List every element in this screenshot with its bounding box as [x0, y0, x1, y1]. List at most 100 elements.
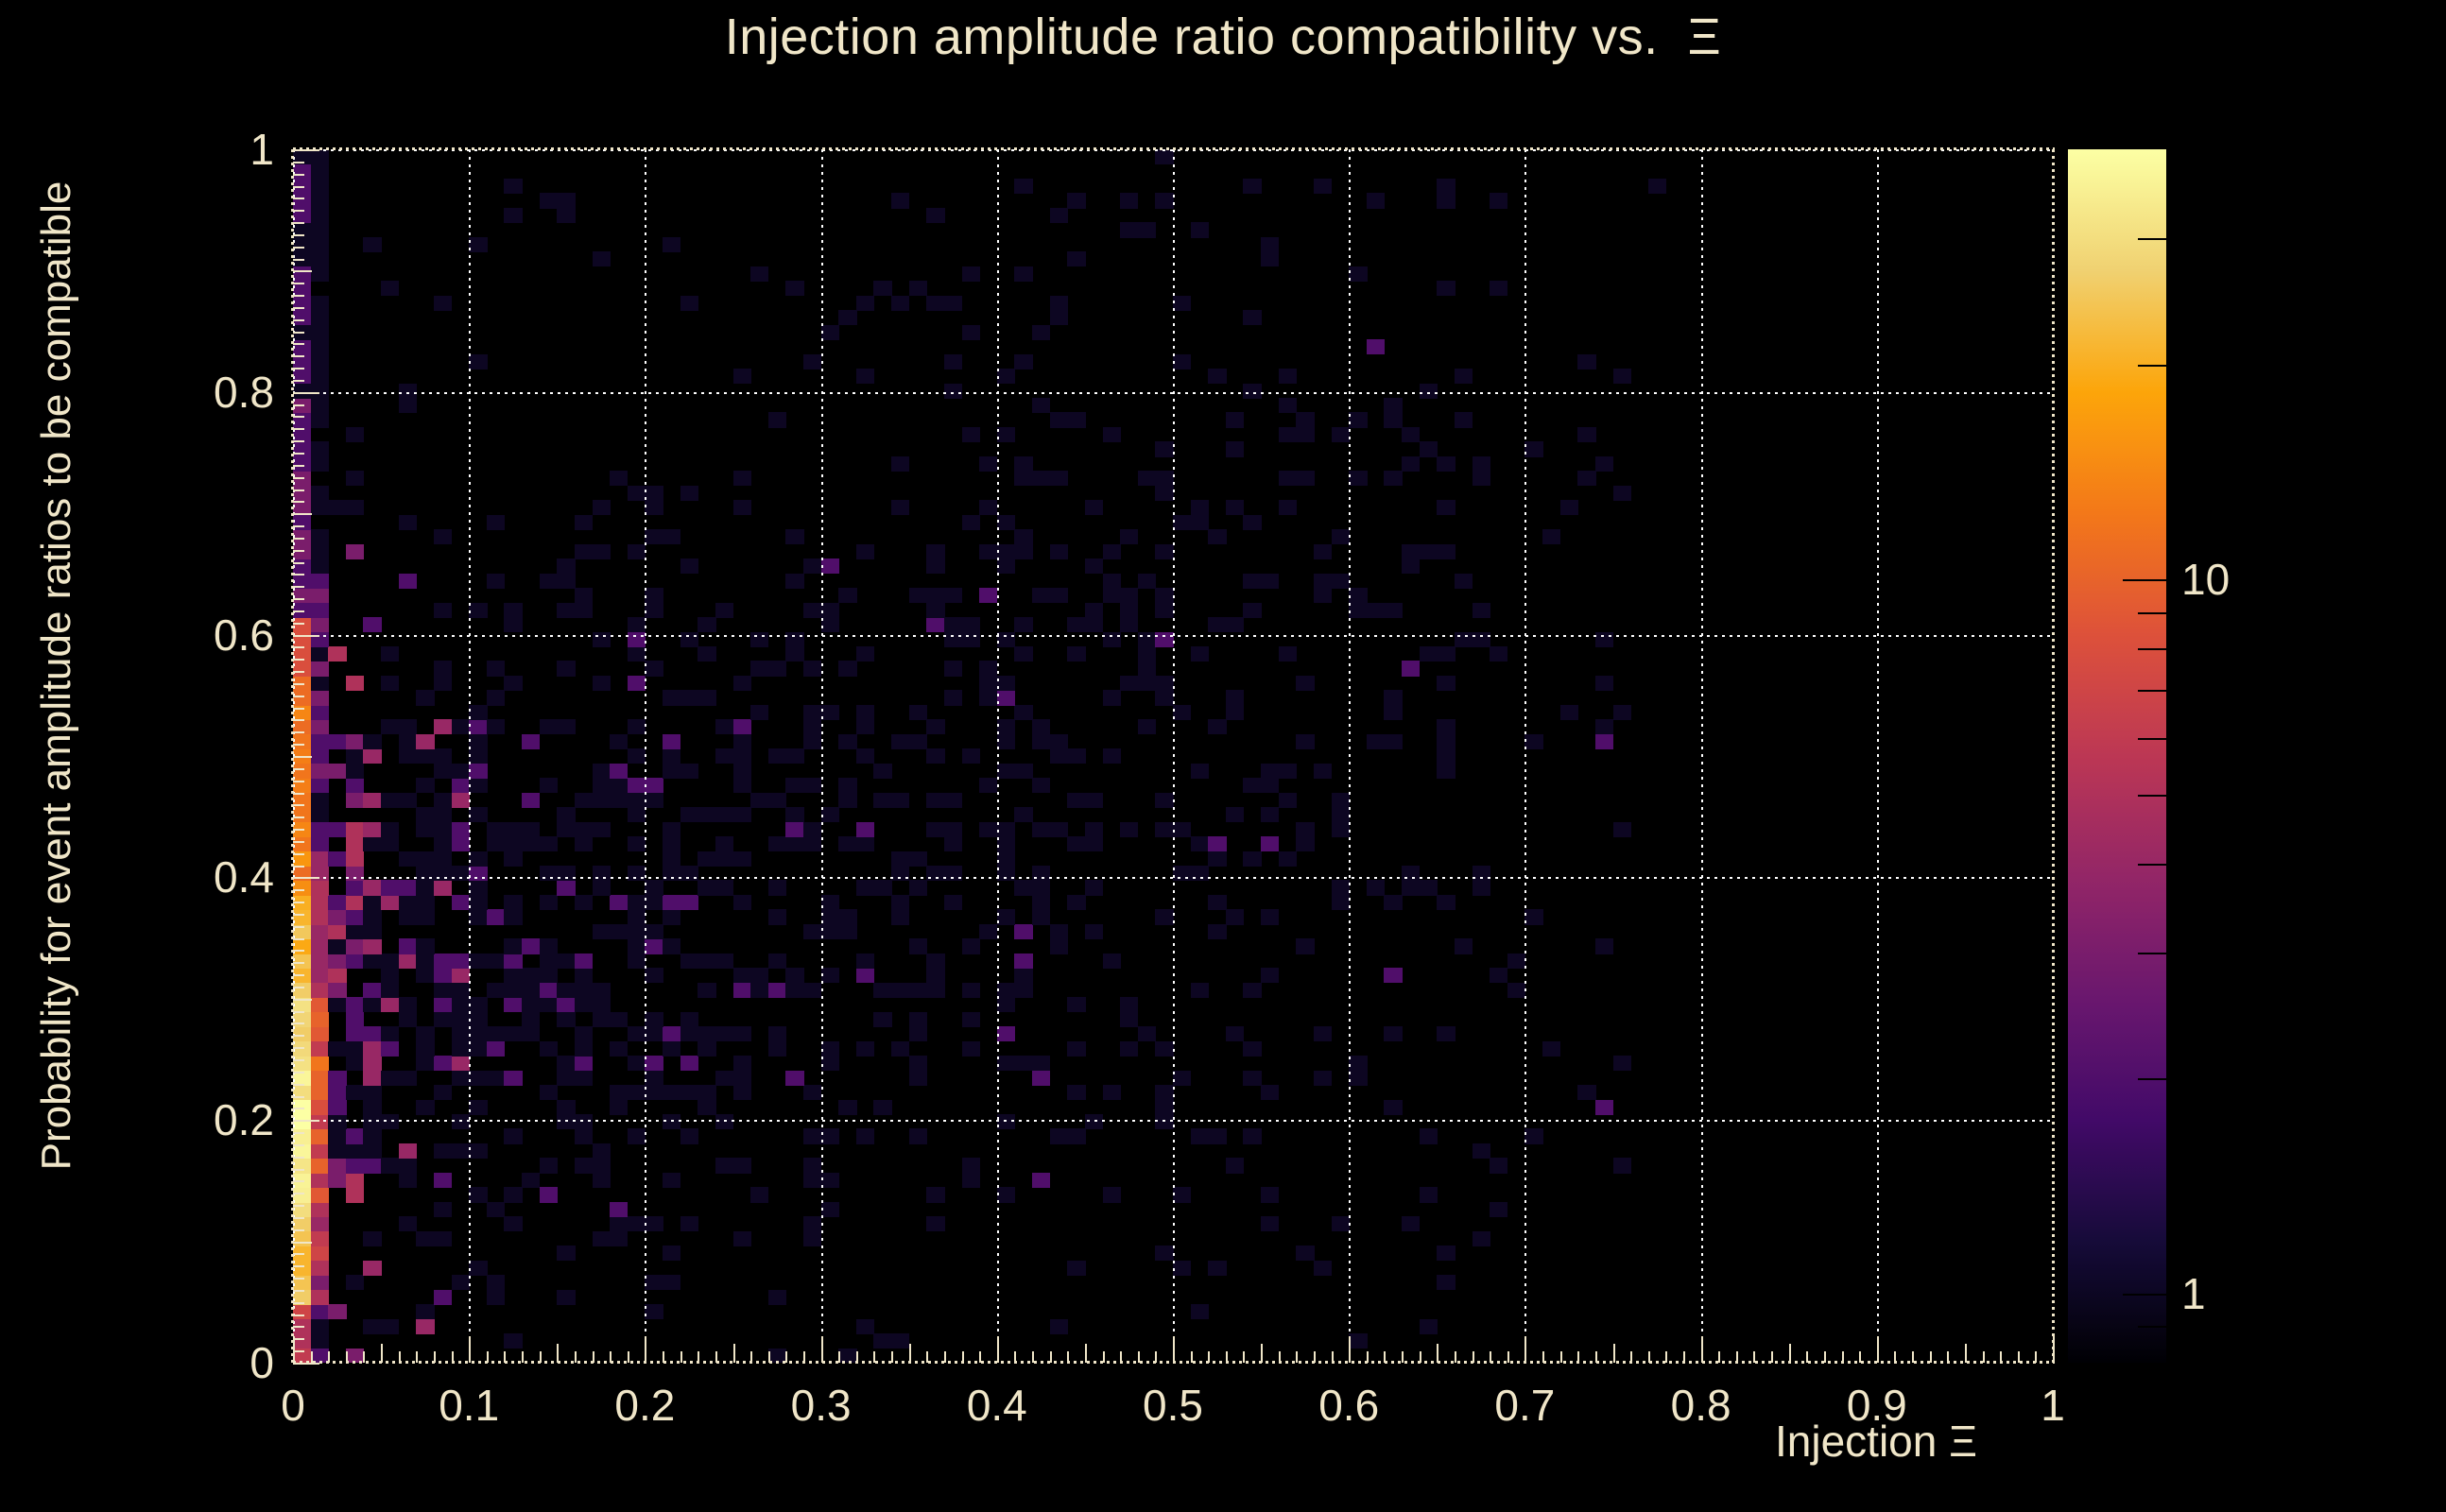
heatmap-cell	[451, 1070, 470, 1086]
x-tick	[1823, 1351, 1826, 1363]
y-tick	[293, 440, 304, 443]
heatmap-cell	[293, 588, 312, 604]
x-tick	[2000, 1351, 2003, 1363]
heatmap-cell	[820, 1128, 839, 1144]
heatmap-cell	[381, 675, 400, 692]
heatmap-cell	[698, 1040, 716, 1057]
heatmap-cell	[1384, 412, 1403, 428]
x-tick	[1402, 1351, 1404, 1363]
heatmap-cell	[345, 938, 365, 954]
heatmap-cell	[574, 1158, 594, 1174]
heatmap-cell	[328, 1099, 347, 1115]
heatmap-cell	[363, 1085, 382, 1101]
x-tick	[1700, 1336, 1703, 1363]
y-tick	[293, 1022, 304, 1025]
y-tick	[293, 476, 304, 479]
heatmap-cell	[310, 836, 329, 852]
heatmap-cell	[1313, 1026, 1333, 1042]
heatmap-cell	[1594, 1099, 1614, 1115]
heatmap-cell	[1384, 397, 1403, 414]
heatmap-cell	[293, 880, 312, 896]
heatmap-cell	[433, 792, 453, 808]
heatmap-cell	[1190, 763, 1209, 779]
heatmap-cell	[767, 953, 787, 969]
heatmap-cell	[539, 1187, 558, 1203]
heatmap-cell	[363, 1070, 382, 1086]
heatmap-cell	[732, 850, 751, 867]
heatmap-cell	[1032, 821, 1051, 837]
heatmap-cell	[345, 1158, 365, 1174]
heatmap-cell	[1331, 792, 1350, 808]
heatmap-cell	[398, 792, 418, 808]
heatmap-cell	[1384, 968, 1403, 984]
heatmap-cell	[996, 543, 1016, 559]
x-tick	[1559, 1351, 1562, 1363]
x-tick	[1912, 1351, 1915, 1363]
heatmap-cell	[310, 163, 329, 180]
heatmap-cell	[1437, 894, 1456, 911]
heatmap-cell	[1366, 880, 1386, 896]
heatmap-cell	[557, 1289, 576, 1305]
heatmap-cell	[1190, 866, 1209, 882]
heatmap-cell	[345, 1143, 365, 1160]
y-tick	[293, 233, 304, 236]
heatmap-cell	[1014, 529, 1033, 545]
heatmap-cell	[855, 953, 875, 969]
heatmap-cell	[345, 748, 365, 765]
heatmap-cell	[1490, 968, 1508, 984]
heatmap-cell	[1067, 251, 1086, 267]
heatmap-cell	[1120, 222, 1139, 238]
heatmap-cell	[996, 1026, 1016, 1042]
heatmap-cell	[1331, 529, 1350, 545]
heatmap-cell	[663, 748, 681, 765]
heatmap-cell	[469, 1143, 488, 1160]
heatmap-cell	[486, 719, 506, 735]
heatmap-cell	[310, 602, 329, 618]
heatmap-cell	[310, 938, 329, 954]
colorbar-tick	[2138, 1078, 2166, 1081]
heatmap-cell	[838, 923, 857, 940]
heatmap-cell	[345, 778, 365, 794]
heatmap-cell	[943, 821, 963, 837]
heatmap-cell	[663, 763, 681, 779]
heatmap-cell	[1225, 704, 1245, 720]
heatmap-cell	[416, 938, 435, 954]
heatmap-cell	[1437, 645, 1456, 662]
heatmap-cell	[1419, 441, 1438, 457]
x-tick	[1331, 1351, 1334, 1363]
heatmap-cell	[310, 1128, 329, 1144]
heatmap-cell	[504, 1070, 523, 1086]
heatmap-cell	[627, 645, 646, 662]
heatmap-cell	[293, 412, 312, 428]
heatmap-cell	[486, 1289, 506, 1305]
heatmap-cell	[574, 514, 594, 530]
x-tick	[767, 1351, 770, 1363]
y-tick-label: 0.8	[214, 367, 274, 417]
x-tick	[943, 1351, 946, 1363]
heatmap-cell	[293, 982, 312, 998]
heatmap-cell	[328, 1143, 347, 1160]
heatmap-cell	[486, 982, 506, 998]
heatmap-cell	[732, 968, 751, 984]
heatmap-cell	[433, 880, 453, 896]
heatmap-cell	[663, 1172, 681, 1189]
y-tick	[293, 1083, 304, 1086]
heatmap-cell	[715, 719, 734, 735]
heatmap-cell	[680, 953, 698, 969]
heatmap-cell	[979, 543, 998, 559]
heatmap-cell	[1384, 894, 1403, 911]
heatmap-cell	[381, 1158, 400, 1174]
heatmap-cell	[1472, 866, 1490, 882]
heatmap-cell	[715, 1026, 734, 1042]
heatmap-cell	[645, 778, 663, 794]
heatmap-cell	[504, 968, 523, 984]
heatmap-cell	[961, 1040, 980, 1057]
heatmap-cell	[627, 894, 646, 911]
heatmap-cell	[1559, 500, 1578, 516]
heatmap-cell	[1155, 602, 1174, 618]
heatmap-cell	[469, 1187, 488, 1203]
heatmap-cell	[504, 617, 523, 633]
heatmap-cell	[557, 997, 576, 1013]
heatmap-cell	[416, 1304, 435, 1320]
heatmap-cell	[1261, 836, 1280, 852]
